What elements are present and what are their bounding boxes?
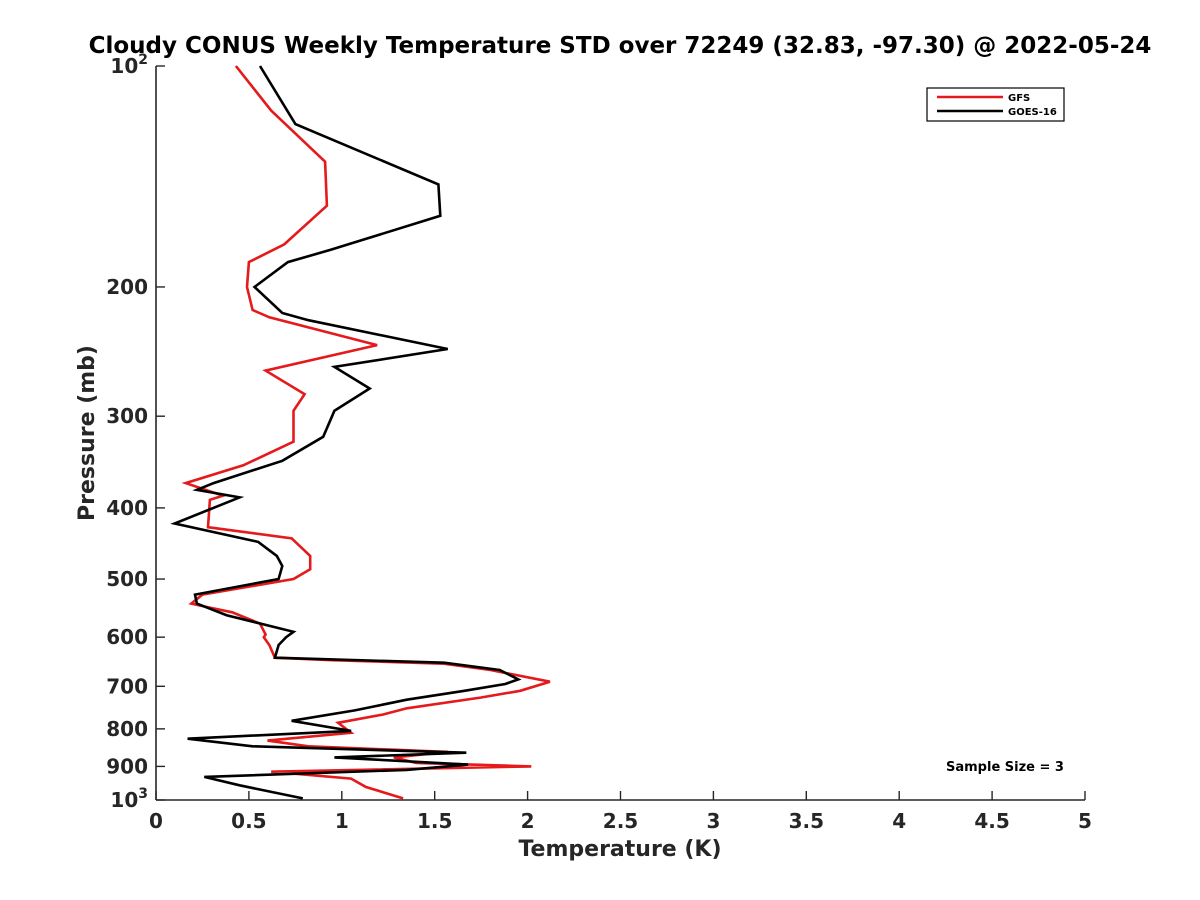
x-axis-ticks: 0 0.5 1 1.5 2 2.5 3 3.5 4 4.5 5 (149, 791, 1092, 833)
legend-label-gfs: GFS (1008, 93, 1030, 104)
x-tick-label: 5 (1078, 809, 1092, 833)
y-tick-label: 102 (110, 52, 148, 78)
x-tick-label: 1 (335, 809, 349, 833)
x-tick-label: 1.5 (417, 809, 452, 833)
legend-box (926, 87, 1065, 122)
x-tick-label: 0.5 (231, 809, 266, 833)
y-axis-ticks: 102 200 300 400 500 600 700 800 900 103 (106, 52, 165, 812)
legend-label-goes16: GOES-16 (1008, 107, 1057, 118)
x-tick-label: 2.5 (603, 809, 638, 833)
y-tick-label: 300 (106, 404, 148, 428)
x-tick-label: 4.5 (974, 809, 1009, 833)
y-tick-label: 700 (106, 674, 148, 698)
y-tick-label: 900 (106, 754, 148, 778)
x-tick-label: 0 (149, 809, 163, 833)
x-tick-label: 2 (521, 809, 535, 833)
x-tick-label: 3.5 (789, 809, 824, 833)
y-tick-label: 200 (106, 275, 148, 299)
y-tick-label: 500 (106, 567, 148, 591)
plot-axes (155, 66, 1085, 801)
y-tick-label: 600 (106, 625, 148, 649)
x-tick-label: 3 (706, 809, 720, 833)
y-tick-label: 400 (106, 496, 148, 520)
series-line-gfs (181, 65, 551, 800)
series-line-goes16 (170, 65, 522, 800)
x-tick-label: 4 (892, 809, 906, 833)
y-tick-label: 800 (106, 717, 148, 741)
legend: GFS GOES-16 (926, 87, 1065, 122)
x-axis-title: Temperature (K) (518, 837, 721, 862)
y-tick-label: 103 (110, 786, 148, 812)
y-axis-title: Pressure (mb) (75, 345, 100, 521)
sample-size-annotation: Sample Size = 3 (946, 760, 1064, 775)
chart-title: Cloudy CONUS Weekly Temperature STD over… (89, 33, 1152, 59)
series-lines (170, 65, 551, 800)
